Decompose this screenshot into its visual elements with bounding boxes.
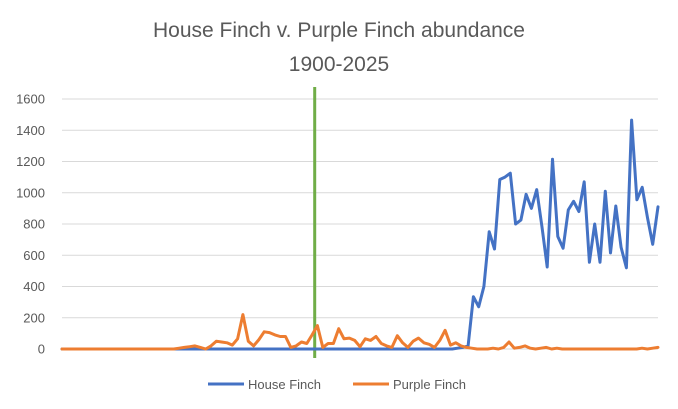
legend: House Finch Purple Finch: [208, 377, 466, 392]
y-axis-ticks: 0 200 400 600 800 1000 1200 1400 1600: [16, 92, 45, 357]
chart-title: House Finch v. Purple Finch abundance: [153, 19, 525, 42]
legend-label: Purple Finch: [393, 377, 466, 392]
legend-label: House Finch: [248, 377, 321, 392]
y-tick-label: 1400: [16, 123, 45, 138]
series-line-purple-finch: [60, 313, 660, 351]
y-tick-label: 1200: [16, 154, 45, 169]
y-tick-label: 400: [23, 279, 45, 294]
y-tick-label: 1000: [16, 185, 45, 200]
y-tick-label: 0: [38, 342, 45, 357]
series-layer: [60, 118, 660, 351]
y-tick-label: 600: [23, 248, 45, 263]
y-tick-label: 1600: [16, 92, 45, 107]
y-tick-label: 200: [23, 310, 45, 325]
y-tick-label: 800: [23, 217, 45, 232]
series-line-house-finch: [60, 118, 660, 351]
chart-subtitle: 1900-2025: [289, 53, 389, 76]
gridlines: [62, 98, 658, 350]
